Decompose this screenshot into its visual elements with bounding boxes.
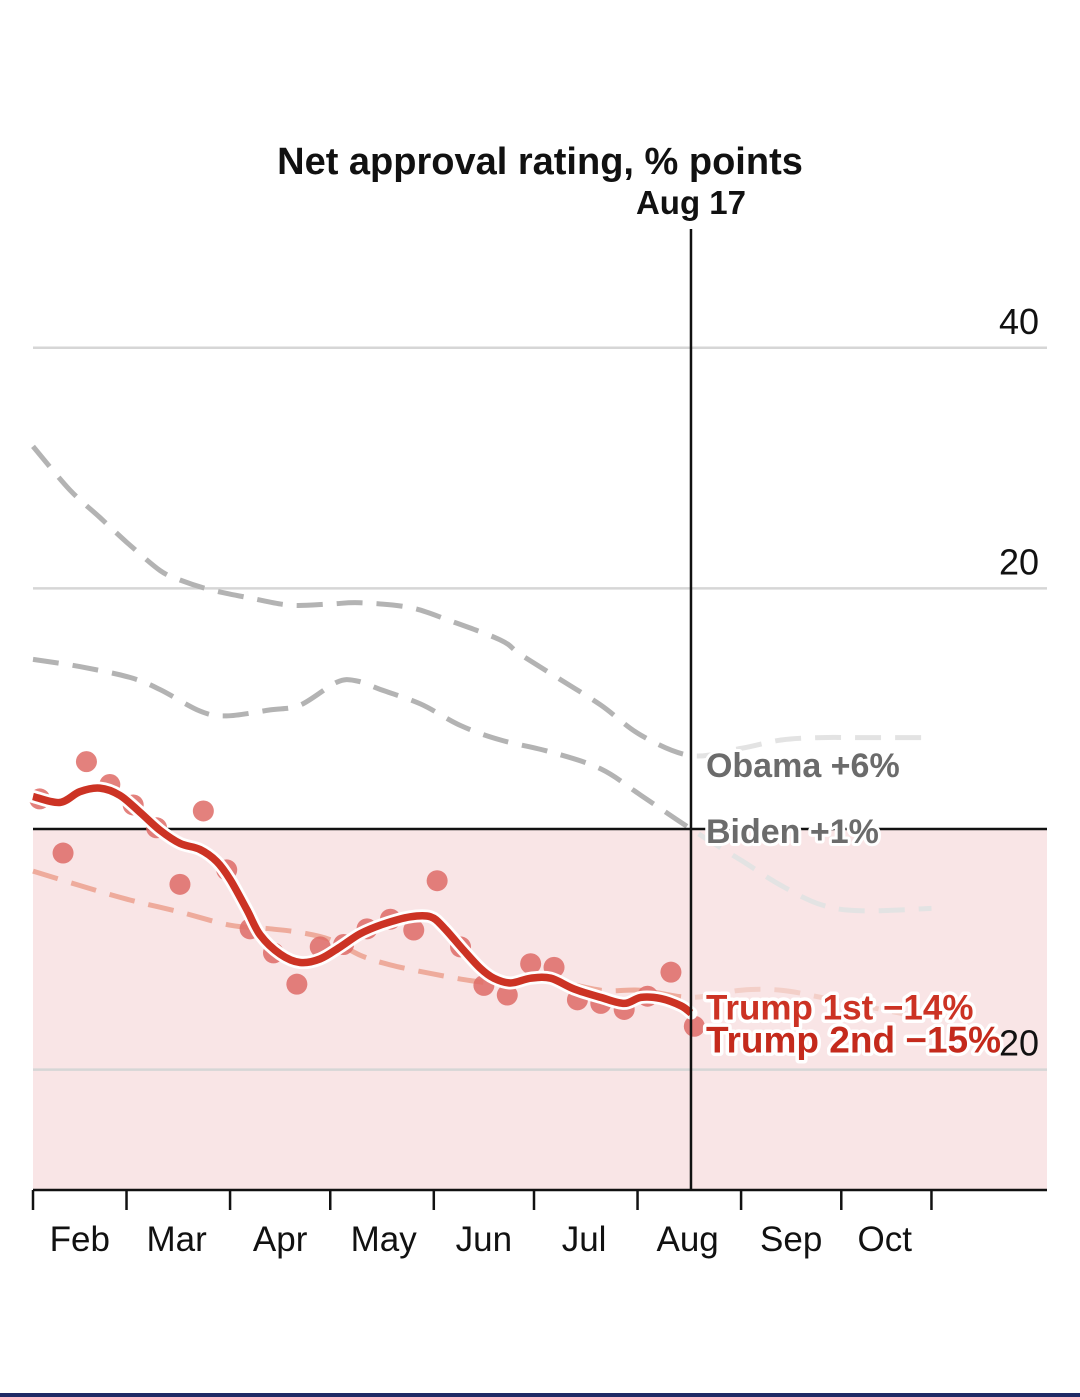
trump-1st-line-past — [32, 868, 691, 1000]
y-tick-label: -20 — [987, 1023, 1039, 1064]
x-axis: Feb Mar Apr May Jun Jul Aug Sep Oct — [31, 1188, 1047, 1259]
poll-dot — [426, 870, 448, 892]
x-tick-label: Feb — [50, 1220, 110, 1259]
poll-dot — [496, 984, 518, 1006]
biden-line-past — [32, 656, 691, 832]
poll-dot — [192, 800, 214, 822]
label-obama: Obama +6% — [706, 747, 900, 785]
trump-2nd-path — [32, 784, 694, 1017]
poll-dot — [286, 973, 308, 995]
x-tick-label: Jun — [456, 1220, 512, 1259]
obama-line-future — [690, 734, 932, 759]
label-biden: Biden +1% — [706, 813, 879, 851]
y-tick-label: 20 — [999, 541, 1039, 582]
poll-dot — [75, 751, 97, 773]
x-tick-label: May — [351, 1220, 418, 1259]
x-tick-label: Oct — [857, 1220, 912, 1259]
poll-dot — [683, 1015, 705, 1037]
date-marker: Aug 17 — [636, 184, 746, 1190]
label-trump-1st: Trump 1st −14% — [706, 988, 973, 1027]
poll-dot — [169, 873, 191, 895]
obama-line — [31, 444, 932, 759]
x-tick-label: Aug — [656, 1220, 718, 1259]
trump-1st-line — [32, 868, 932, 1022]
y-axis-ticks: 40 20 -20 — [987, 301, 1039, 1064]
label-trump-2nd: Trump 2nd −15% — [706, 1019, 1001, 1060]
x-tick-label: Apr — [253, 1220, 308, 1259]
series-lines — [31, 444, 932, 1022]
bottom-bar — [0, 1393, 1080, 1397]
obama-line-past — [31, 444, 691, 759]
marker-label: Aug 17 — [636, 184, 746, 221]
x-tick-label: Jul — [562, 1220, 607, 1259]
poll-dot — [660, 961, 682, 983]
y-tick-label: 40 — [999, 301, 1039, 342]
poll-dot — [403, 919, 425, 941]
poll-dot — [52, 842, 74, 864]
trump-2nd-line — [26, 781, 698, 1020]
chart-title: Net approval rating, % points — [277, 141, 803, 183]
biden-line — [32, 656, 932, 914]
series-labels: Obama +6% Biden +1% Trump 1st −14% Trump… — [702, 744, 1004, 1064]
x-tick-label: Mar — [146, 1220, 207, 1259]
x-tick-label: Sep — [760, 1220, 822, 1259]
poll-dot — [520, 953, 542, 975]
